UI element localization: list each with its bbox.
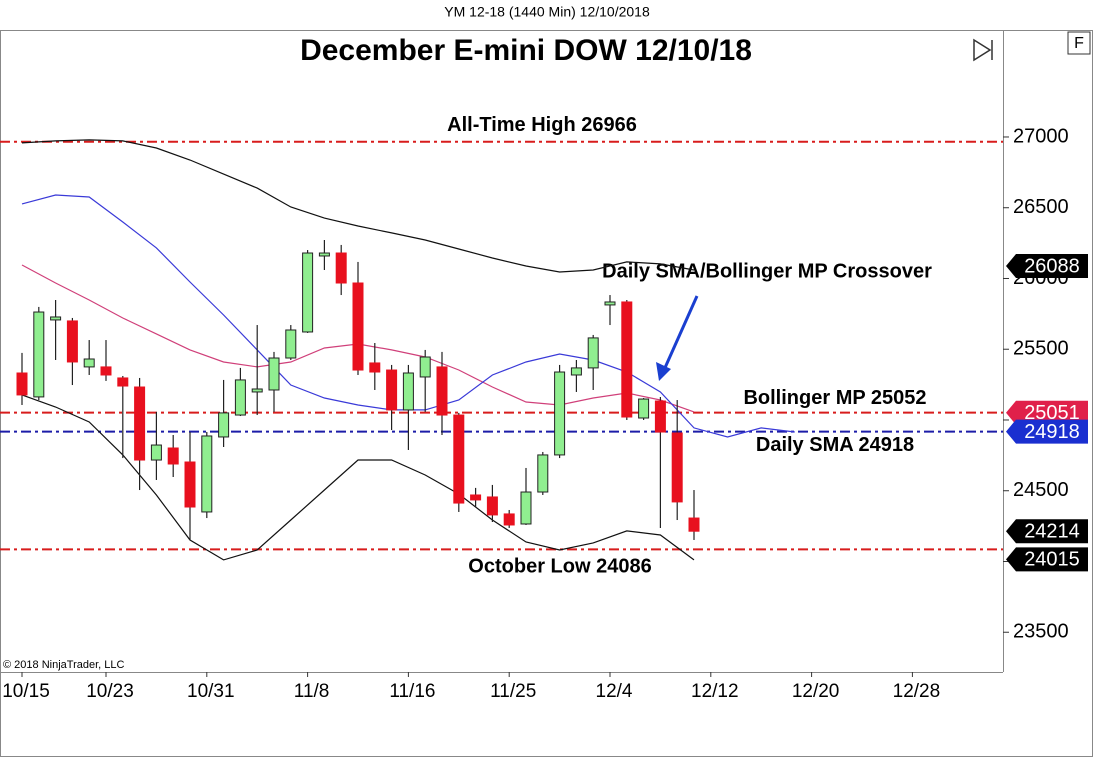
x-tick-label: 12/12 bbox=[691, 681, 739, 702]
candle-body bbox=[486, 496, 498, 516]
level-label: All-Time High 26966 bbox=[447, 114, 637, 136]
candle-body bbox=[402, 372, 414, 411]
x-tick-label: 12/4 bbox=[596, 681, 633, 702]
price-flag-label: 26088 bbox=[1024, 255, 1080, 277]
candle-body bbox=[638, 398, 650, 419]
candle-body bbox=[66, 320, 78, 363]
copyright: © 2018 NinjaTrader, LLC bbox=[3, 659, 124, 671]
candle-body bbox=[671, 432, 683, 503]
x-tick-label: 11/16 bbox=[389, 681, 435, 702]
x-tick-label: 11/8 bbox=[294, 681, 330, 702]
price-flag-label: 24214 bbox=[1024, 520, 1080, 542]
x-tick-label: 10/23 bbox=[86, 681, 134, 702]
candle-body bbox=[285, 329, 297, 359]
candle-body bbox=[218, 412, 230, 438]
y-tick-label: 24500 bbox=[1013, 479, 1069, 501]
f-button[interactable] bbox=[1067, 31, 1091, 55]
level-label: October Low 24086 bbox=[468, 556, 651, 578]
level-label: Daily SMA 24918 bbox=[756, 434, 914, 456]
y-tick-label: 25500 bbox=[1013, 338, 1069, 360]
candle-body bbox=[436, 366, 448, 416]
x-tick-label: 11/25 bbox=[490, 681, 536, 702]
candle-body bbox=[167, 447, 179, 465]
candle-body bbox=[419, 356, 431, 378]
arrow-head bbox=[656, 362, 671, 381]
candle-body bbox=[520, 491, 532, 525]
candle-body bbox=[134, 386, 146, 461]
price-flag bbox=[1006, 547, 1088, 572]
candle-body bbox=[201, 435, 213, 513]
indicator-line bbox=[21, 394, 695, 561]
candle-body bbox=[470, 494, 482, 501]
candle-body bbox=[234, 379, 246, 416]
candle-body bbox=[570, 367, 582, 376]
candle-body bbox=[621, 301, 633, 418]
candle-body bbox=[604, 301, 616, 306]
candle-body bbox=[654, 400, 666, 433]
candle-body bbox=[386, 369, 398, 411]
price-flag-label: 24918 bbox=[1024, 421, 1080, 443]
play-button[interactable] bbox=[973, 38, 993, 62]
frame bbox=[0, 30, 1093, 757]
candle-body bbox=[688, 517, 700, 532]
price-flag bbox=[1006, 400, 1088, 425]
annotation: Daily SMA/Bollinger MP Crossover bbox=[602, 260, 932, 282]
arrow-shaft bbox=[662, 295, 699, 371]
price-flag-label: 25051 bbox=[1024, 402, 1080, 424]
y-tick-label: 26500 bbox=[1013, 196, 1069, 218]
candle-body bbox=[335, 252, 347, 284]
candle-body bbox=[302, 252, 314, 333]
candle-body bbox=[537, 454, 549, 493]
candle-body bbox=[16, 372, 28, 396]
chart-title: December E-mini DOW 12/10/18 bbox=[300, 34, 752, 67]
y-tick-label: 23500 bbox=[1013, 621, 1069, 643]
price-flag bbox=[1006, 419, 1088, 444]
candle-body bbox=[251, 388, 263, 393]
play-icon[interactable] bbox=[973, 38, 992, 62]
y-tick-label: 27000 bbox=[1013, 125, 1069, 147]
candle-body bbox=[554, 371, 566, 456]
plot-area bbox=[0, 139, 1003, 561]
candle-body bbox=[83, 358, 95, 368]
candle-body bbox=[352, 282, 364, 371]
x-tick-label: 10/15 bbox=[2, 681, 50, 702]
candle-body bbox=[503, 513, 515, 526]
price-flag-label: 24015 bbox=[1024, 549, 1080, 571]
x-tick-label: 10/31 bbox=[187, 681, 235, 702]
candle-body bbox=[587, 337, 599, 369]
candle-body bbox=[184, 461, 196, 508]
price-flag bbox=[1006, 519, 1088, 544]
x-tick-label: 12/28 bbox=[893, 681, 941, 702]
candle-body bbox=[100, 366, 112, 376]
annotation-arrow bbox=[656, 295, 699, 381]
candle-body bbox=[50, 316, 62, 321]
price-flag bbox=[1006, 254, 1088, 279]
chart-header: YM 12-18 (1440 Min) 12/10/2018 bbox=[444, 4, 650, 20]
candle-body bbox=[318, 252, 330, 257]
x-tick-label: 12/20 bbox=[792, 681, 840, 702]
candle-body bbox=[268, 357, 280, 391]
candle-body bbox=[453, 414, 465, 504]
level-label: Bollinger MP 25052 bbox=[743, 387, 926, 409]
candle-body bbox=[369, 362, 381, 373]
indicator-line bbox=[21, 139, 695, 273]
f-button-label[interactable]: F bbox=[1074, 35, 1084, 52]
candle-body bbox=[33, 311, 45, 398]
candle-body bbox=[117, 377, 129, 387]
candle-body bbox=[150, 444, 162, 461]
